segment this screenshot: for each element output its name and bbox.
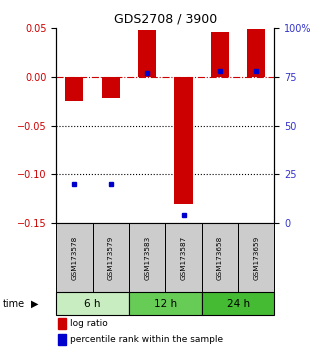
Bar bbox=[58, 334, 66, 346]
Bar bbox=[58, 318, 66, 329]
Bar bbox=[138, 30, 156, 77]
FancyBboxPatch shape bbox=[202, 223, 238, 292]
Text: 12 h: 12 h bbox=[154, 298, 177, 309]
FancyBboxPatch shape bbox=[129, 223, 165, 292]
Text: GSM173659: GSM173659 bbox=[253, 235, 259, 280]
Text: GSM173587: GSM173587 bbox=[180, 235, 187, 280]
FancyBboxPatch shape bbox=[165, 223, 202, 292]
Text: time: time bbox=[3, 298, 25, 309]
Text: GSM173583: GSM173583 bbox=[144, 235, 150, 280]
FancyBboxPatch shape bbox=[202, 292, 274, 315]
Bar bbox=[247, 29, 265, 77]
Text: 24 h: 24 h bbox=[227, 298, 250, 309]
Text: GSM173579: GSM173579 bbox=[108, 235, 114, 280]
Bar bbox=[211, 32, 229, 77]
Text: percentile rank within the sample: percentile rank within the sample bbox=[70, 335, 223, 344]
Bar bbox=[102, 77, 120, 98]
FancyBboxPatch shape bbox=[56, 292, 129, 315]
Text: ▶: ▶ bbox=[30, 298, 38, 309]
Bar bbox=[65, 77, 83, 101]
FancyBboxPatch shape bbox=[129, 292, 202, 315]
Text: GSM173578: GSM173578 bbox=[71, 235, 77, 280]
Bar bbox=[174, 77, 193, 204]
Text: log ratio: log ratio bbox=[70, 319, 108, 329]
FancyBboxPatch shape bbox=[92, 223, 129, 292]
Title: GDS2708 / 3900: GDS2708 / 3900 bbox=[114, 13, 217, 26]
Text: 6 h: 6 h bbox=[84, 298, 101, 309]
FancyBboxPatch shape bbox=[56, 223, 92, 292]
FancyBboxPatch shape bbox=[238, 223, 274, 292]
Text: GSM173658: GSM173658 bbox=[217, 235, 223, 280]
